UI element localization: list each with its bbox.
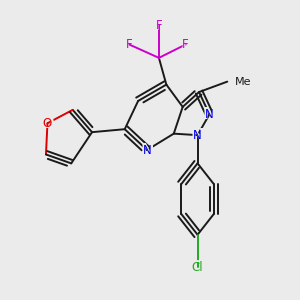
Text: F: F [180, 37, 191, 52]
Text: F: F [182, 38, 189, 51]
Text: F: F [124, 37, 135, 52]
Text: N: N [203, 107, 216, 122]
Text: O: O [41, 116, 54, 131]
Text: N: N [140, 142, 154, 158]
Text: N: N [193, 129, 202, 142]
Text: Cl: Cl [192, 261, 203, 274]
Text: N: N [205, 108, 214, 121]
Text: N: N [191, 128, 204, 142]
Text: F: F [153, 18, 164, 33]
Text: Me: Me [235, 76, 251, 87]
Text: F: F [126, 38, 133, 51]
Text: F: F [156, 19, 162, 32]
Text: N: N [143, 143, 152, 157]
Text: O: O [43, 117, 52, 130]
Text: Cl: Cl [189, 260, 206, 275]
